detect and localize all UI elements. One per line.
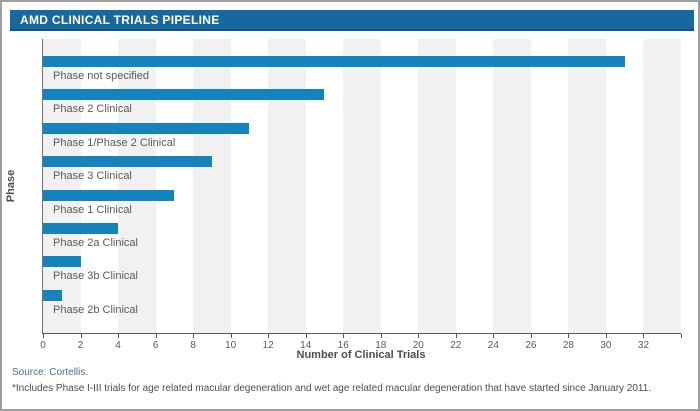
- x-tick-label: 26: [525, 340, 537, 351]
- x-axis-tick: [643, 334, 645, 338]
- x-axis-tick: [605, 334, 607, 338]
- x-axis-tick: [155, 334, 157, 338]
- x-axis-tick: [493, 334, 495, 338]
- x-axis-tick: [568, 334, 570, 338]
- x-tick-label: 8: [190, 340, 196, 351]
- x-tick-label: 6: [152, 340, 159, 351]
- category-label-phase-1-clinical: Phase 1 Clinical: [53, 203, 132, 216]
- bar-phase-2a-clinical: [43, 223, 119, 234]
- category-label-phase-1-phase-2-clinical: Phase 1/Phase 2 Clinical: [53, 136, 176, 149]
- x-axis-tick: [418, 334, 420, 338]
- category-label-phase-3-clinical: Phase 3 Clinical: [53, 170, 132, 183]
- background-stripe: [268, 39, 306, 333]
- category-label-phase-2-clinical: Phase 2 Clinical: [53, 103, 132, 116]
- bar-phase-not-specified: [43, 56, 625, 67]
- x-axis-tick: [268, 334, 270, 338]
- x-tick-label: 10: [225, 340, 237, 351]
- x-axis-tick: [380, 334, 382, 338]
- x-tick-label: 32: [637, 340, 650, 351]
- x-axis-tick: [230, 334, 232, 338]
- x-axis-tick: [343, 334, 345, 338]
- chart-title-bar: AMD CLINICAL TRIALS PIPELINE: [10, 10, 694, 31]
- x-axis-tick: [455, 334, 457, 338]
- x-tick-label: 18: [375, 340, 387, 351]
- x-axis-tick: [530, 334, 532, 338]
- x-tick-label: 24: [487, 340, 499, 351]
- footnote: *Includes Phase I-III trials for age rel…: [12, 383, 652, 394]
- plot-area: Phase not specified Phase 2 Clinical Phase…: [40, 39, 682, 351]
- x-tick-label: 14: [300, 340, 312, 351]
- category-label-phase-not-specified: Phase not specified: [53, 70, 150, 82]
- x-tick-label: 28: [562, 340, 574, 351]
- bar-phase-3b-clinical: [43, 256, 81, 268]
- background-stripe: [118, 39, 156, 333]
- bar-phase-3-clinical: [43, 156, 212, 168]
- x-axis-tick: [305, 334, 307, 338]
- source-note: Source: Cortellis.: [12, 367, 89, 378]
- y-axis-label: Phase: [5, 169, 17, 203]
- background-stripe: [643, 39, 681, 333]
- category-label-phase-2b-clinical: Phase 2b Clinical: [53, 303, 138, 316]
- bar-phase-2b-clinical: [43, 289, 62, 301]
- x-axis-tick: [80, 334, 82, 338]
- x-tick-label: 0: [40, 340, 46, 351]
- x-tick-label: 2: [77, 340, 84, 351]
- x-tick-label: 30: [600, 340, 612, 351]
- x-axis-tick: [43, 334, 44, 338]
- x-tick-label: 4: [115, 340, 121, 351]
- x-tick-label: 12: [262, 340, 274, 351]
- x-axis-tick: [193, 334, 195, 338]
- x-tick-label: 22: [450, 340, 462, 351]
- chart-title: AMD CLINICAL TRIALS PIPELINE: [20, 13, 220, 27]
- category-label-phase-2a-clinical: Phase 2a Clinical: [53, 237, 138, 249]
- background-stripe: [493, 39, 531, 333]
- background-stripe: [418, 39, 456, 333]
- background-stripe: [193, 39, 231, 333]
- background-stripe: [43, 39, 81, 333]
- background-stripe: [568, 39, 606, 333]
- x-axis-tick: [681, 334, 682, 338]
- x-tick-label: 16: [337, 340, 349, 351]
- bar-phase-2-clinical: [43, 89, 325, 101]
- bar-phase-1-phase-2-clinical: [43, 122, 250, 134]
- background-stripe: [343, 39, 381, 333]
- x-axis-label: Number of Clinical Trials: [296, 349, 426, 361]
- x-axis-tick: [118, 334, 120, 338]
- bar-phase-1-clinical: [43, 189, 175, 201]
- x-tick-label: 20: [412, 340, 424, 351]
- category-label-phase-3b-clinical: Phase 3b Clinical: [53, 270, 138, 283]
